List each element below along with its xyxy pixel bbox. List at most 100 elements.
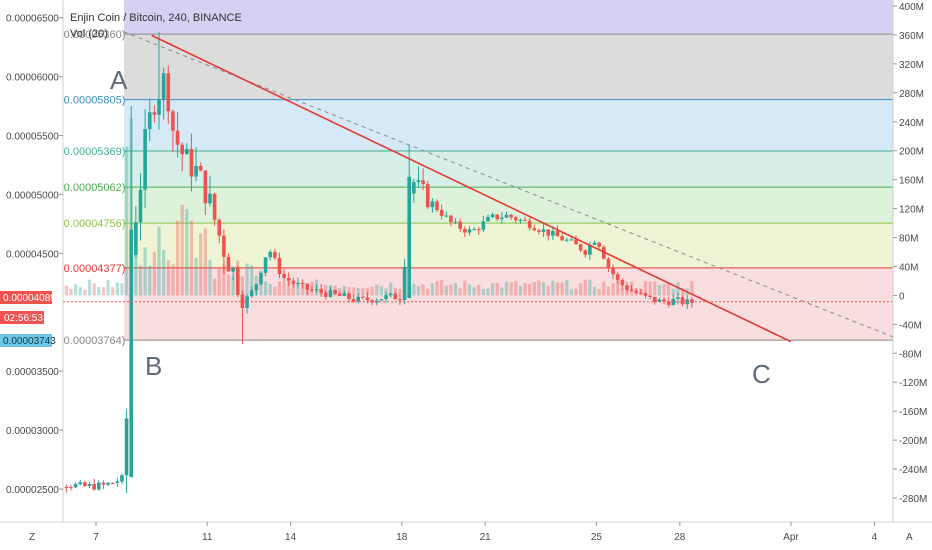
volume-bar: [282, 282, 286, 296]
left-price-axis[interactable]: [0, 0, 63, 522]
candle: [523, 219, 527, 221]
candle: [87, 484, 92, 487]
candle: [296, 282, 300, 284]
right-tick-label: -240M: [899, 465, 927, 476]
left-tick-label: 0.00006500: [6, 14, 59, 25]
volume-bar: [504, 281, 509, 296]
volume-bar: [541, 282, 546, 296]
candle: [175, 130, 180, 145]
volume-bar: [579, 283, 583, 296]
candle: [185, 148, 189, 155]
left-tick-label: 0.00003500: [6, 367, 59, 378]
candle: [666, 301, 671, 305]
volume-bar: [69, 288, 73, 296]
volume-indicator-label: Vol (20): [70, 28, 108, 40]
x-tick-label: 14: [285, 532, 297, 543]
volume-bar: [352, 287, 356, 296]
volume-bar: [370, 286, 374, 296]
candle: [509, 214, 513, 218]
candle: [365, 297, 370, 301]
candle: [615, 274, 620, 280]
candle: [286, 277, 291, 281]
volume-bar: [555, 282, 560, 296]
candle: [458, 221, 462, 229]
trendline-solid[interactable]: [151, 34, 792, 343]
candle: [472, 229, 476, 231]
right-tick-label: 320M: [899, 60, 924, 71]
candle: [625, 285, 629, 290]
fib-level-label: (0.00005062): [60, 182, 125, 194]
candle: [662, 299, 666, 302]
trendline-dashed[interactable]: [123, 31, 903, 342]
volume-bar: [491, 283, 495, 296]
zoom-reset-button[interactable]: Z: [29, 532, 35, 543]
volume-bar: [365, 287, 370, 296]
fib-level-label: (0.00006360): [60, 29, 125, 41]
candle: [407, 176, 412, 299]
candle: [212, 193, 217, 220]
candle: [532, 228, 537, 231]
volume-bar: [166, 260, 170, 296]
candle: [537, 230, 541, 232]
auto-scale-button[interactable]: A: [906, 532, 913, 543]
candle: [138, 189, 143, 223]
candle: [574, 239, 578, 245]
candle: [106, 482, 110, 485]
candle: [254, 284, 259, 291]
candle: [416, 180, 421, 183]
volume-bar: [138, 265, 143, 296]
volume-bar: [583, 279, 587, 296]
volume-bar: [500, 287, 504, 296]
x-tick-label: 28: [674, 532, 686, 543]
candle: [231, 268, 235, 272]
right-volume-axis[interactable]: [893, 0, 932, 522]
candle: [578, 244, 583, 251]
right-axis-ticks: 400M 360M 320M 280M 240M 200M 160M 120M 80M 40M 0 -…: [893, 2, 927, 505]
candle: [495, 214, 500, 220]
candle: [560, 236, 564, 241]
candle: [611, 267, 615, 275]
volume-bar: [528, 283, 532, 296]
fib-band: [124, 267, 893, 341]
right-tick-label: -40M: [899, 320, 922, 331]
candle: [319, 289, 323, 293]
candle: [476, 229, 481, 231]
volume-bar: [208, 260, 212, 296]
volume-bar: [87, 279, 92, 296]
volume-bar: [152, 251, 156, 296]
volume-bar: [463, 280, 467, 296]
volume-bar: [592, 286, 597, 296]
volume-bar: [453, 283, 458, 296]
volume-bar: [472, 287, 476, 296]
volume-bar: [444, 285, 448, 296]
volume-bar: [620, 288, 624, 296]
candle: [439, 210, 444, 216]
candle: [449, 215, 453, 223]
candle: [263, 257, 268, 273]
volume-bar: [115, 282, 119, 296]
time-axis[interactable]: [0, 522, 932, 550]
candle: [268, 251, 273, 258]
candle: [486, 217, 490, 222]
volume-bar: [185, 208, 189, 296]
right-tick-label: 80M: [899, 234, 918, 245]
volume-bar: [120, 283, 124, 296]
candle: [189, 148, 194, 177]
right-tick-label: -280M: [899, 494, 927, 505]
candle: [592, 242, 597, 245]
fib-base-badge: 0.00003743: [0, 334, 56, 347]
volume-bar: [175, 220, 180, 296]
volume-bar: [375, 284, 379, 296]
candle: [277, 257, 282, 275]
candle: [597, 242, 601, 247]
candle: [425, 183, 430, 208]
candle: [643, 292, 648, 296]
volume-bar: [226, 274, 231, 296]
volume-bar: [338, 288, 342, 296]
left-tick-label: 0.00004500: [6, 249, 59, 260]
candle: [412, 182, 416, 194]
candle: [384, 295, 388, 300]
fib-level-lines: [124, 33, 893, 341]
candle: [555, 230, 560, 237]
